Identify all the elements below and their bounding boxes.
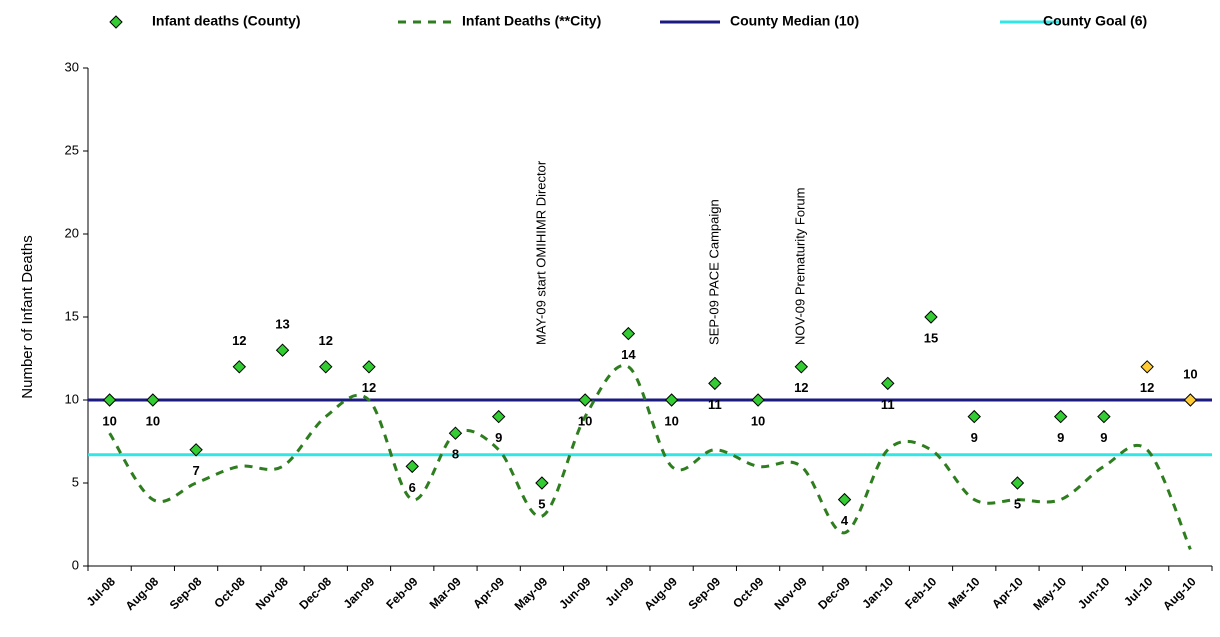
legend-marker <box>109 15 123 29</box>
x-tick-label: Feb-10 <box>902 574 939 611</box>
legend-label: Infant deaths (County) <box>152 13 301 29</box>
annotation: NOV-09 Prematurity Forum <box>793 188 808 346</box>
data-label: 14 <box>621 347 636 362</box>
county-point <box>362 360 376 374</box>
data-label: 13 <box>275 317 289 332</box>
x-tick-label: Nov-09 <box>771 574 809 612</box>
x-tick-label: Jul-09 <box>602 574 637 609</box>
data-label: 12 <box>1140 380 1154 395</box>
county-point <box>881 376 895 391</box>
legend-label: Infant Deaths (**City) <box>462 13 601 29</box>
county-point <box>275 343 290 357</box>
county-point <box>967 409 981 424</box>
x-tick-label: Apr-09 <box>470 574 507 611</box>
x-tick-label: Jun-10 <box>1075 574 1112 611</box>
data-label: 11 <box>708 397 722 412</box>
county-point <box>146 393 160 407</box>
data-label: 9 <box>1057 430 1064 445</box>
y-tick-label: 5 <box>72 474 79 489</box>
x-tick-label: Sep-08 <box>167 574 205 612</box>
data-label: 5 <box>538 496 545 511</box>
data-label: 9 <box>971 430 978 445</box>
data-label: 12 <box>794 380 808 395</box>
data-label: 6 <box>409 480 416 495</box>
county-point <box>1053 409 1068 424</box>
data-label: 4 <box>841 513 849 528</box>
legend-label: County Median (10) <box>730 13 859 29</box>
y-tick-label: 10 <box>65 391 79 406</box>
data-label: 9 <box>1100 430 1107 445</box>
county-point <box>1140 360 1154 374</box>
data-label: 10 <box>102 413 116 428</box>
data-label: 12 <box>362 380 376 395</box>
data-label: 8 <box>452 447 459 462</box>
x-tick-label: Mar-10 <box>945 574 982 611</box>
data-label: 9 <box>495 430 502 445</box>
legend-label: County Goal (6) <box>1043 13 1147 29</box>
y-tick-label: 25 <box>65 142 79 157</box>
data-label: 12 <box>319 333 333 348</box>
x-tick-label: Aug-10 <box>1160 574 1199 613</box>
x-tick-label: Sep-09 <box>685 574 723 612</box>
data-label: 12 <box>232 333 246 348</box>
county-point <box>664 393 679 407</box>
y-tick-label: 30 <box>65 59 79 74</box>
data-label: 10 <box>1183 366 1197 381</box>
x-tick-label: Dec-09 <box>815 574 853 612</box>
x-tick-label: Apr-10 <box>989 574 1026 611</box>
data-label: 10 <box>664 413 678 428</box>
county-point <box>319 360 333 374</box>
county-point <box>621 326 636 341</box>
county-point <box>1097 409 1111 424</box>
county-point <box>405 459 419 474</box>
annotation: SEP-09 PACE Campaign <box>706 199 721 345</box>
x-tick-label: May-10 <box>1030 574 1069 613</box>
y-tick-label: 15 <box>65 308 79 323</box>
county-point <box>708 376 722 391</box>
data-label: 10 <box>146 413 160 428</box>
x-tick-label: Oct-09 <box>730 574 767 611</box>
county-point <box>751 393 765 407</box>
x-tick-label: Jan-09 <box>341 574 378 611</box>
y-tick-label: 0 <box>72 557 79 572</box>
data-label: 5 <box>1014 496 1021 511</box>
data-label: 10 <box>751 413 765 428</box>
x-tick-label: Aug-09 <box>641 574 680 613</box>
county-point <box>448 426 463 440</box>
county-point <box>837 492 852 507</box>
x-tick-label: Jan-10 <box>859 574 896 611</box>
x-tick-label: Aug-08 <box>123 574 162 613</box>
x-tick-label: Feb-09 <box>383 574 420 611</box>
x-tick-label: Nov-08 <box>253 574 291 612</box>
x-tick-label: May-09 <box>512 574 551 613</box>
x-tick-label: Jun-09 <box>556 574 593 611</box>
y-tick-label: 20 <box>65 225 79 240</box>
data-label: 7 <box>192 463 199 478</box>
county-point <box>924 310 938 324</box>
data-label: 10 <box>578 413 592 428</box>
county-point <box>1183 393 1198 407</box>
county-point <box>491 409 506 424</box>
city-line <box>108 364 1192 550</box>
x-tick-label: Oct-08 <box>211 574 248 611</box>
county-point <box>189 443 203 457</box>
x-tick-label: Mar-09 <box>427 574 464 611</box>
y-axis-label: Number of Infant Deaths <box>19 235 36 398</box>
county-point <box>102 393 117 407</box>
data-label: 15 <box>924 330 938 345</box>
annotation: MAY-09 start OMIHIMR Director <box>533 160 548 345</box>
county-point <box>578 393 592 407</box>
data-label: 11 <box>881 397 895 412</box>
x-tick-label: Jul-08 <box>84 574 119 609</box>
county-point <box>535 476 549 490</box>
county-point <box>232 360 247 374</box>
county-point <box>794 360 809 374</box>
x-tick-label: Dec-08 <box>296 574 334 612</box>
x-tick-label: Jul-10 <box>1121 574 1156 609</box>
county-point <box>1010 476 1025 490</box>
